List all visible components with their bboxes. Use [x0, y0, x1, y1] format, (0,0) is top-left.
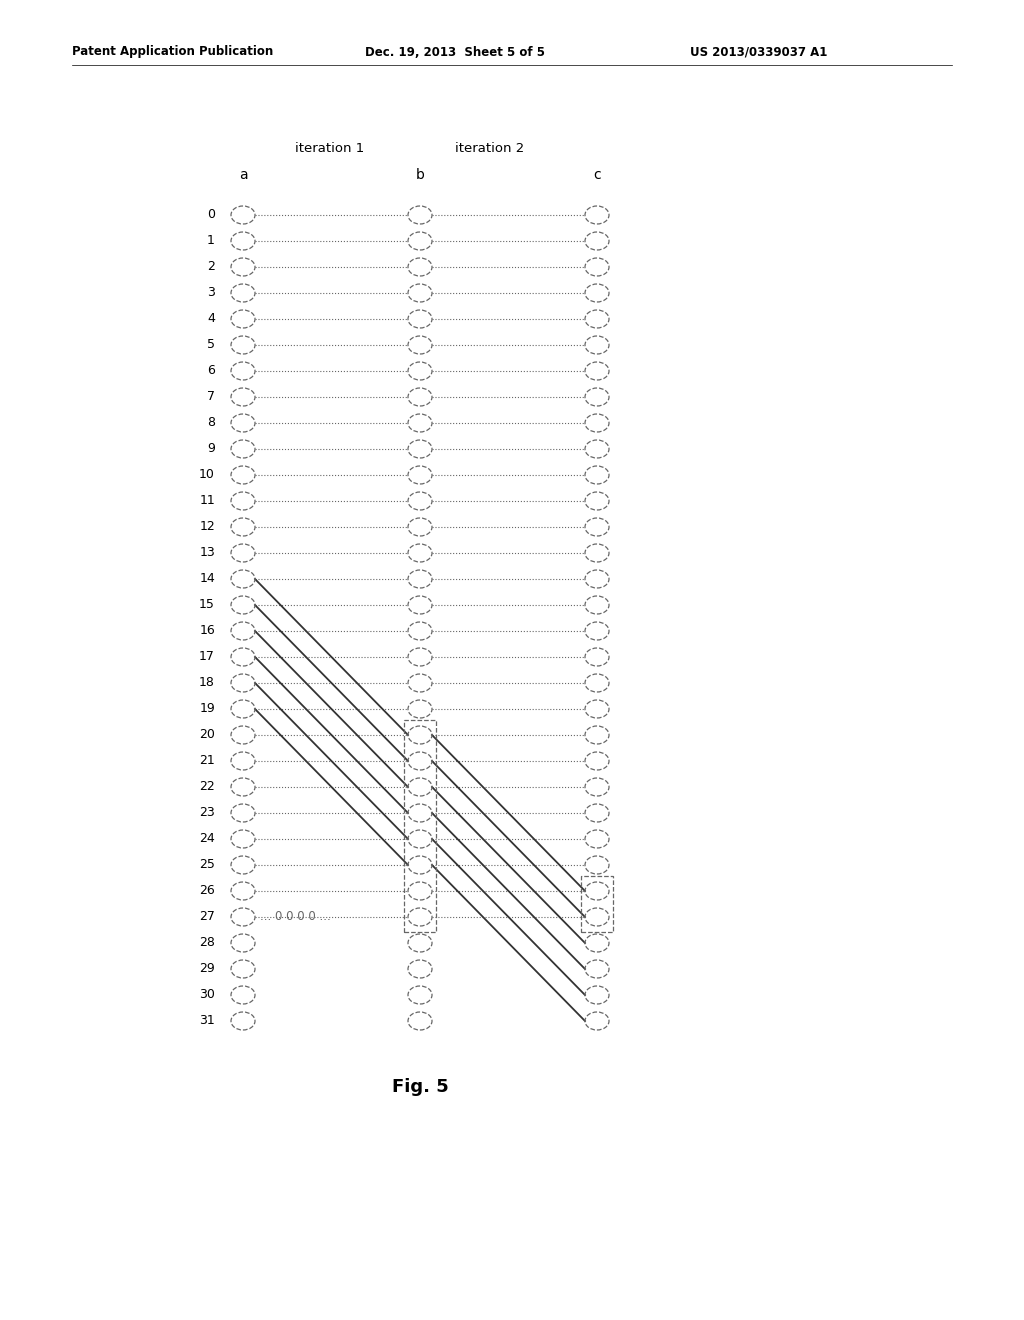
Text: 3: 3: [207, 286, 215, 300]
Text: 27: 27: [199, 911, 215, 924]
Text: 17: 17: [199, 651, 215, 664]
Text: 7: 7: [207, 391, 215, 404]
Text: a: a: [239, 168, 248, 182]
Text: 26: 26: [200, 884, 215, 898]
Text: Patent Application Publication: Patent Application Publication: [72, 45, 273, 58]
Text: Dec. 19, 2013  Sheet 5 of 5: Dec. 19, 2013 Sheet 5 of 5: [365, 45, 545, 58]
Text: 29: 29: [200, 962, 215, 975]
Text: 14: 14: [200, 573, 215, 586]
Text: 13: 13: [200, 546, 215, 560]
Text: 2: 2: [207, 260, 215, 273]
Text: 9: 9: [207, 442, 215, 455]
Text: 24: 24: [200, 833, 215, 846]
Text: b: b: [416, 168, 424, 182]
Text: 12: 12: [200, 520, 215, 533]
Text: 8: 8: [207, 417, 215, 429]
Text: 19: 19: [200, 702, 215, 715]
Text: 15: 15: [199, 598, 215, 611]
Text: 16: 16: [200, 624, 215, 638]
Text: iteration 1: iteration 1: [295, 141, 365, 154]
Text: ... 0 0 0 0 ...: ... 0 0 0 0 ...: [260, 911, 331, 924]
Text: 22: 22: [200, 780, 215, 793]
Text: 11: 11: [200, 495, 215, 507]
Text: 18: 18: [199, 676, 215, 689]
Text: 10: 10: [199, 469, 215, 482]
Text: US 2013/0339037 A1: US 2013/0339037 A1: [690, 45, 827, 58]
Text: 0: 0: [207, 209, 215, 222]
Text: 23: 23: [200, 807, 215, 820]
Bar: [581, 876, 613, 932]
Text: 6: 6: [207, 364, 215, 378]
Bar: [404, 719, 436, 932]
Text: 5: 5: [207, 338, 215, 351]
Text: 31: 31: [200, 1015, 215, 1027]
Text: 20: 20: [199, 729, 215, 742]
Text: Fig. 5: Fig. 5: [391, 1078, 449, 1096]
Text: 1: 1: [207, 235, 215, 248]
Text: 4: 4: [207, 313, 215, 326]
Text: 30: 30: [199, 989, 215, 1002]
Text: 21: 21: [200, 755, 215, 767]
Text: iteration 2: iteration 2: [456, 141, 524, 154]
Text: 25: 25: [199, 858, 215, 871]
Text: 28: 28: [199, 936, 215, 949]
Text: c: c: [593, 168, 601, 182]
